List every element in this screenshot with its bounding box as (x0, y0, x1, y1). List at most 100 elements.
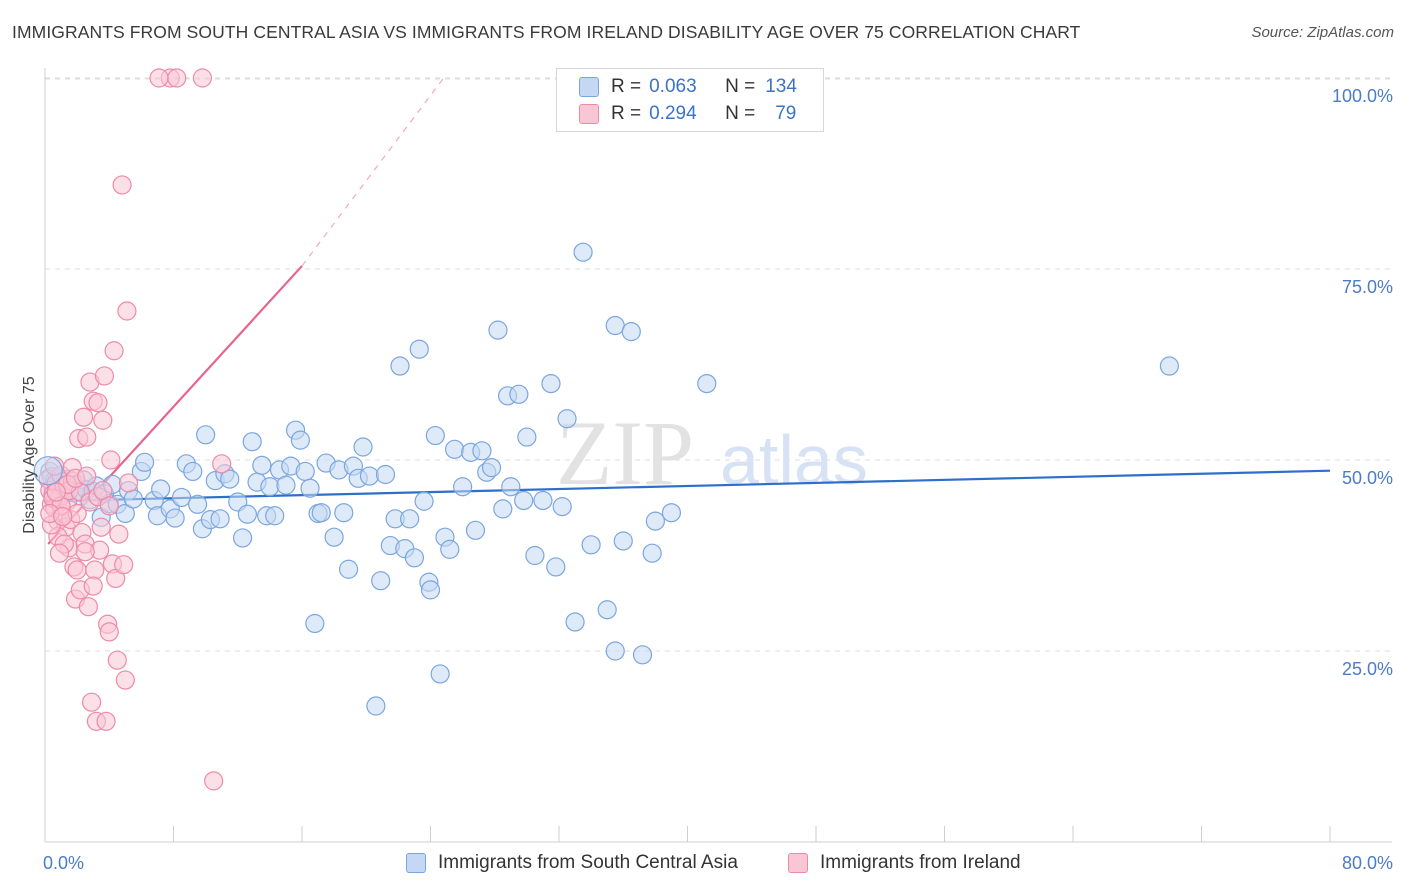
point-south-central-asia (493, 499, 513, 519)
legend-swatch-blue (579, 77, 599, 97)
point-south-central-asia (371, 571, 391, 591)
grid-lines (45, 77, 1392, 652)
point-ireland (117, 301, 137, 321)
point-south-central-asia (453, 477, 473, 497)
point-ireland (192, 68, 213, 88)
point-ireland (101, 450, 121, 470)
point-south-central-asia (420, 580, 441, 600)
point-south-central-asia (514, 490, 534, 511)
series-name-pink: Immigrants from Ireland (820, 852, 1021, 873)
x-tick-label: 0.0% (43, 853, 84, 873)
y-tick-label: 25.0% (1342, 659, 1393, 679)
point-ireland (96, 711, 116, 731)
point-south-central-asia (581, 535, 601, 555)
tick-labels: 25.0% 50.0% 75.0% 100.0% 0.0% 80.0% (43, 86, 1393, 873)
point-south-central-asia (295, 461, 315, 482)
point-south-central-asia (338, 559, 359, 579)
point-south-central-asia (165, 508, 185, 528)
point-south-central-asia (134, 452, 155, 472)
point-south-central-asia (366, 696, 386, 716)
point-south-central-asia (210, 509, 230, 529)
point-south-central-asia (300, 478, 320, 498)
axes (44, 68, 1392, 843)
point-south-central-asia (661, 503, 682, 523)
point-ireland (212, 454, 232, 474)
point-south-central-asia (465, 520, 486, 540)
point-south-central-asia (605, 315, 625, 336)
point-south-central-asia (353, 437, 373, 457)
point-ireland (85, 560, 105, 580)
point-south-central-asia (115, 503, 135, 524)
point-south-central-asia (265, 506, 285, 526)
point-ireland (77, 427, 97, 447)
point-ireland (112, 175, 132, 195)
series-name-blue: Immigrants from South Central Asia (438, 852, 738, 873)
point-south-central-asia (565, 612, 585, 632)
point-south-central-asia (183, 461, 203, 482)
point-south-central-asia (621, 322, 641, 342)
legend-r-label: R = (611, 103, 642, 124)
point-south-central-asia (375, 464, 396, 485)
point-south-central-asia (573, 242, 593, 262)
point-ireland (46, 482, 66, 502)
y-axis-label: Disability Age Over 75 (21, 376, 38, 534)
point-south-central-asia (642, 543, 662, 563)
point-ireland (204, 771, 224, 791)
point-south-central-asia (305, 613, 325, 634)
point-south-central-asia (242, 432, 262, 452)
series-legend-blue: Immigrants from South Central Asia (406, 852, 738, 874)
legend-n-label: N = (725, 76, 756, 97)
y-tick-label: 75.0% (1342, 277, 1393, 297)
point-south-central-asia (232, 528, 253, 548)
point-south-central-asia (517, 427, 537, 447)
legend-r-label: R = (611, 76, 642, 97)
point-south-central-asia (390, 356, 410, 376)
point-south-central-asia (509, 384, 529, 404)
point-south-central-asia (359, 466, 380, 486)
point-south-central-asia (196, 425, 216, 445)
point-south-central-asia (533, 490, 553, 511)
point-south-central-asia (552, 497, 572, 517)
point-south-central-asia (334, 503, 354, 523)
point-ireland (93, 410, 113, 430)
watermark-atlas: atlas (720, 421, 868, 499)
point-south-central-asia (187, 494, 208, 514)
y-tick-label: 50.0% (1342, 468, 1393, 488)
point-ireland (94, 366, 115, 386)
data-points (33, 68, 1179, 791)
point-south-central-asia (252, 455, 272, 475)
point-south-central-asia (481, 458, 502, 478)
point-ireland (118, 473, 139, 493)
point-ireland (49, 543, 70, 563)
legend-swatch-pink (579, 104, 599, 124)
chart-title: IMMIGRANTS FROM SOUTH CENTRAL ASIA VS IM… (12, 22, 1081, 42)
point-ireland (67, 560, 87, 580)
point-south-central-asia (220, 469, 240, 489)
point-south-central-asia (311, 503, 331, 523)
point-south-central-asia (123, 489, 143, 509)
point-ireland (104, 341, 124, 361)
point-ireland (75, 542, 95, 562)
point-ireland (99, 622, 119, 642)
point-south-central-asia (546, 557, 566, 577)
point-south-central-asia (151, 479, 171, 499)
y-tick-label: 100.0% (1332, 86, 1393, 106)
point-south-central-asia (409, 339, 429, 359)
series-swatch-blue (406, 853, 426, 873)
point-ireland (99, 496, 119, 516)
legend-r-value: 0.294 (649, 103, 697, 124)
point-ireland (88, 393, 108, 413)
point-ireland (83, 576, 103, 596)
point-ireland (109, 524, 129, 544)
legend-r-value: 0.063 (649, 76, 697, 97)
point-ireland (91, 517, 111, 537)
point-ireland (107, 650, 127, 670)
trend-line-ireland-extension (301, 73, 448, 267)
point-south-central-asia (414, 491, 434, 511)
legend-n-value: 134 (765, 76, 797, 97)
point-ireland (149, 68, 169, 88)
point-south-central-asia (488, 320, 508, 340)
point-ireland (167, 68, 187, 88)
point-south-central-asia (400, 509, 420, 529)
point-south-central-asia (171, 487, 192, 508)
